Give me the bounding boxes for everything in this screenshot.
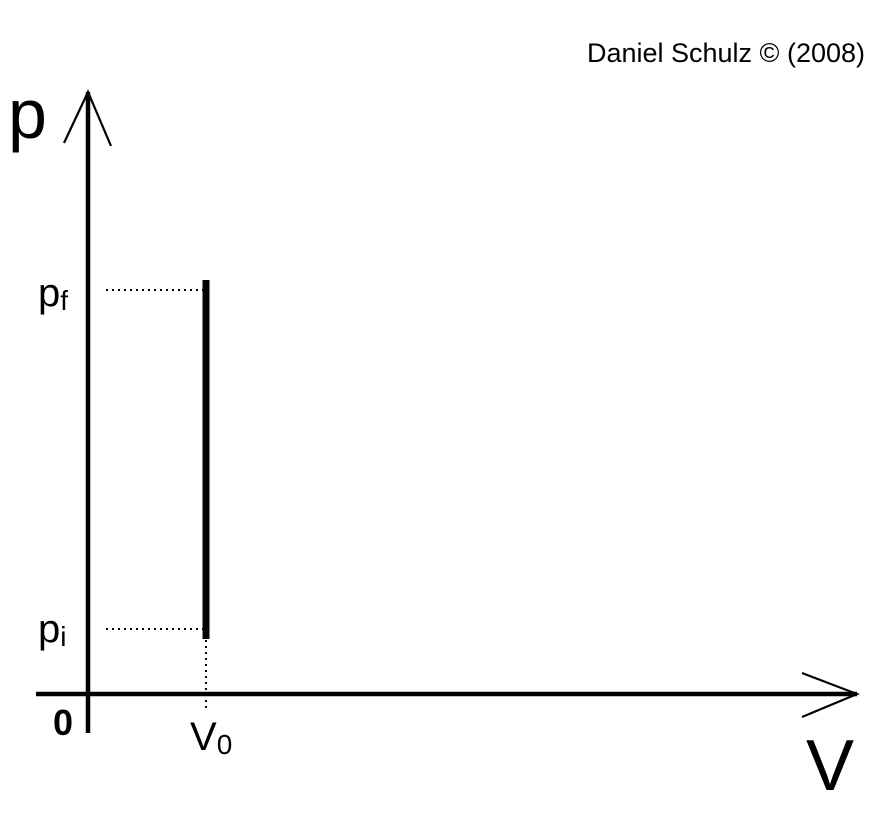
p-initial-label: pi: [38, 607, 66, 652]
volume-label: V0: [190, 715, 232, 760]
p-final-label: pf: [38, 271, 68, 316]
pressure-axis-label: p: [8, 75, 47, 153]
pressure-axis-arrowhead: [63, 89, 113, 147]
origin-label: 0: [53, 702, 73, 743]
volume-axis-arrowhead: [801, 671, 860, 719]
credit-text: Daniel Schulz © (2008): [587, 38, 865, 68]
volume-axis-label: V: [806, 726, 854, 806]
